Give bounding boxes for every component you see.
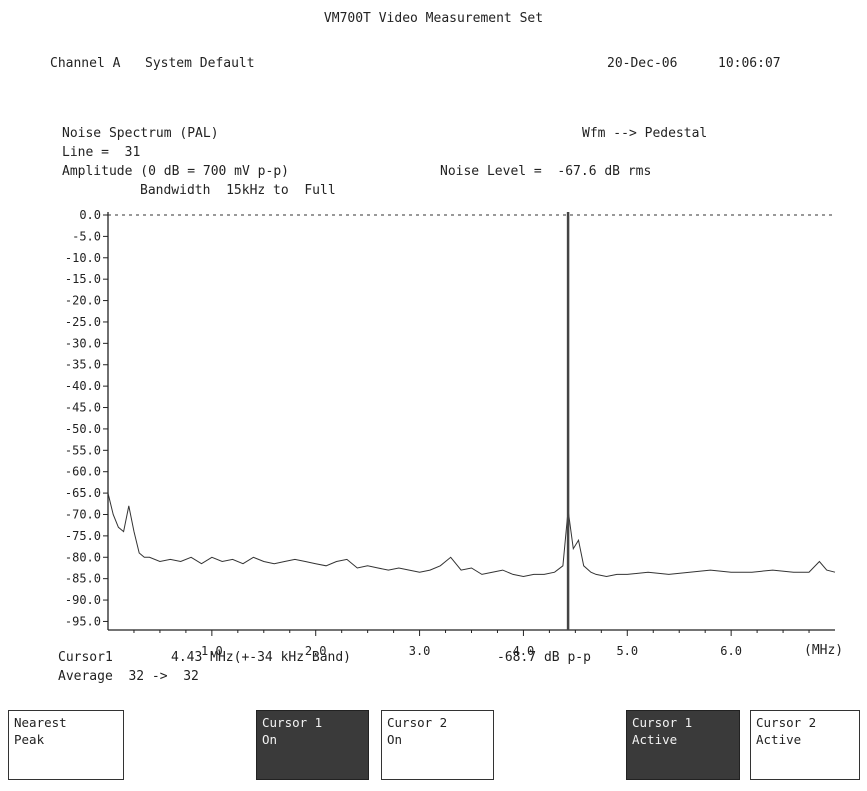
- x-tick-label: 5.0: [616, 644, 638, 658]
- softkey-label: Active: [756, 731, 802, 747]
- x-tick-label: 4.0: [513, 644, 535, 658]
- chart-series: [107, 492, 836, 578]
- x-tick-label: 3.0: [409, 644, 431, 658]
- softkey-label: Cursor 1: [262, 715, 323, 730]
- chart-axes: [107, 212, 835, 631]
- instrument-title: VM700T Video Measurement Set: [323, 11, 544, 26]
- x-axis-ticks: 1.0 2.0 3.0 4.0 5.0 6.0: [133, 630, 810, 658]
- y-tick-label: -75.0: [65, 529, 101, 543]
- y-axis-ticks: 0.0 -5.0 -10.0 -15.0 -20.0 -25.0 -30.0 -35.0 -40…: [65, 208, 108, 628]
- y-tick-label: -20.0: [65, 294, 101, 308]
- y-tick-label: -60.0: [65, 465, 101, 479]
- y-tick-label: -25.0: [65, 315, 101, 329]
- softkey-label: Cursor 2: [756, 715, 817, 730]
- cursor1-active-button[interactable]: Cursor 1 Active: [626, 710, 740, 780]
- softkey-label: Cursor 1: [632, 715, 693, 730]
- cursor-frequency: 4.43 MHz(+-34 kHz Band): [171, 650, 352, 665]
- channel-label: Channel A: [50, 56, 121, 71]
- average-count: Average 32 -> 32: [58, 669, 199, 684]
- x-tick-label: 1.0: [201, 644, 223, 658]
- amplitude-reference: Amplitude (0 dB = 700 mV p-p): [62, 164, 289, 179]
- y-tick-label: -85.0: [65, 572, 101, 586]
- x-axis-unit: (MHz): [804, 643, 844, 658]
- nearest-peak-button[interactable]: Nearest Peak: [8, 710, 124, 780]
- y-tick-label: -95.0: [65, 614, 101, 628]
- y-tick-label: -5.0: [72, 229, 101, 243]
- softkey-label: On: [262, 731, 278, 747]
- y-tick-label: -80.0: [65, 550, 101, 564]
- y-tick-label: -65.0: [65, 486, 101, 500]
- measurement-mode: Wfm --> Pedestal: [582, 126, 708, 141]
- cursor-label: Cursor1: [58, 650, 113, 665]
- y-tick-label: 0.0: [79, 208, 101, 222]
- noise-series-line: [107, 492, 836, 578]
- x-tick-label: 6.0: [720, 644, 742, 658]
- y-tick-label: -30.0: [65, 336, 101, 350]
- softkey-label: Cursor 2: [387, 715, 448, 730]
- y-tick-label: -40.0: [65, 379, 101, 393]
- y-tick-label: -15.0: [65, 272, 101, 286]
- softkey-label: Active: [632, 731, 678, 747]
- cursor2-on-button[interactable]: Cursor 2 On: [381, 710, 494, 780]
- y-tick-label: -50.0: [65, 422, 101, 436]
- y-tick-label: -35.0: [65, 358, 101, 372]
- cursor1-on-button[interactable]: Cursor 1 On: [256, 710, 369, 780]
- y-tick-label: -90.0: [65, 593, 101, 607]
- y-tick-label: -45.0: [65, 401, 101, 415]
- softkey-label: Nearest: [14, 715, 67, 730]
- softkey-label: Peak: [14, 731, 45, 747]
- noise-level: Noise Level = -67.6 dB rms: [440, 164, 652, 179]
- y-tick-label: -70.0: [65, 507, 101, 521]
- time-label: 10:06:07: [718, 56, 781, 71]
- cursor-level: -68.7 dB p-p: [497, 650, 591, 665]
- date-label: 20-Dec-06: [607, 56, 678, 71]
- y-tick-label: -55.0: [65, 443, 101, 457]
- preset-label: System Default: [145, 56, 255, 71]
- x-tick-label: 2.0: [305, 644, 327, 658]
- cursor2-active-button[interactable]: Cursor 2 Active: [750, 710, 860, 780]
- y-tick-label: -10.0: [65, 251, 101, 265]
- measurement-name: Noise Spectrum (PAL): [62, 126, 219, 141]
- bandwidth: Bandwidth 15kHz to Full: [140, 183, 336, 198]
- line-number: Line = 31: [62, 145, 141, 160]
- softkey-label: On: [387, 731, 403, 747]
